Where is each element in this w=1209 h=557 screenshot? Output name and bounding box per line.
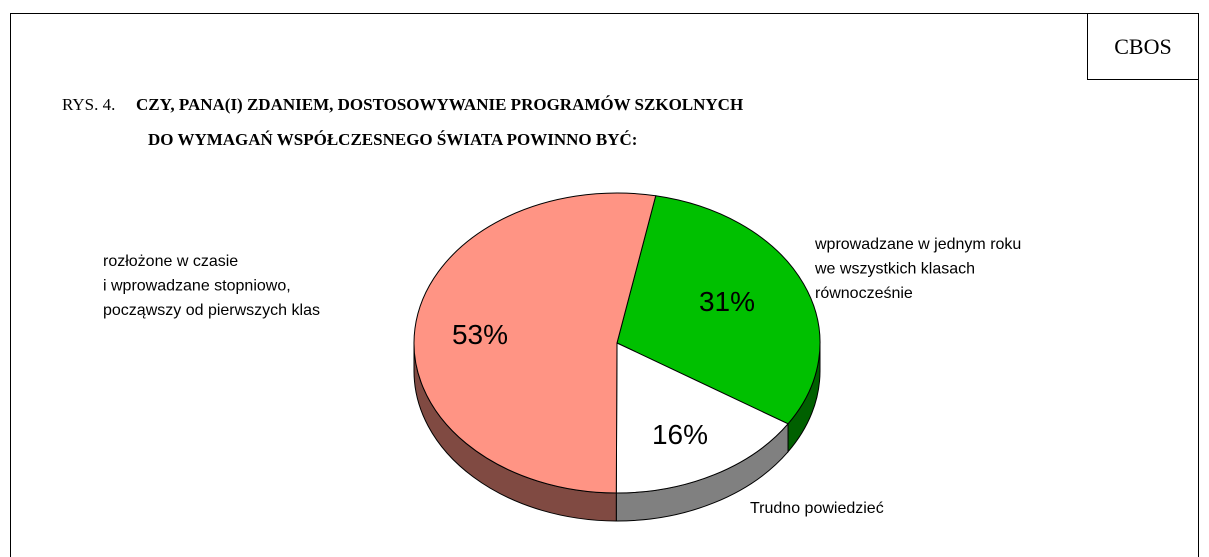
category-label: równocześnie bbox=[815, 285, 913, 302]
figure-label: RYS. 4. bbox=[62, 95, 115, 114]
value-label: 53% bbox=[452, 319, 508, 350]
frame bbox=[10, 13, 1199, 557]
category-label: Trudno powiedzieć bbox=[750, 500, 884, 517]
source-box bbox=[1087, 13, 1199, 80]
chart-title: DO WYMAGAŃ WSPÓŁCZESNEGO ŚWIATA POWINNO … bbox=[148, 130, 637, 149]
pie-slice bbox=[413, 192, 657, 494]
value-label: 16% bbox=[652, 419, 708, 450]
chart-title: CZY, PANA(I) ZDANIEM, DOSTOSOWYWANIE PRO… bbox=[136, 95, 743, 114]
category-label: rozłożone w czasie bbox=[103, 253, 238, 270]
source: CBOS bbox=[1114, 34, 1171, 59]
category-label: i wprowadzane stopniowo, bbox=[103, 278, 291, 295]
value-label: 31% bbox=[699, 286, 755, 317]
category-label: począwszy od pierwszych klas bbox=[103, 302, 320, 319]
category-label: wprowadzane w jednym roku bbox=[814, 236, 1021, 253]
category-label: we wszystkich klasach bbox=[814, 261, 975, 278]
pie-slice bbox=[615, 342, 789, 494]
